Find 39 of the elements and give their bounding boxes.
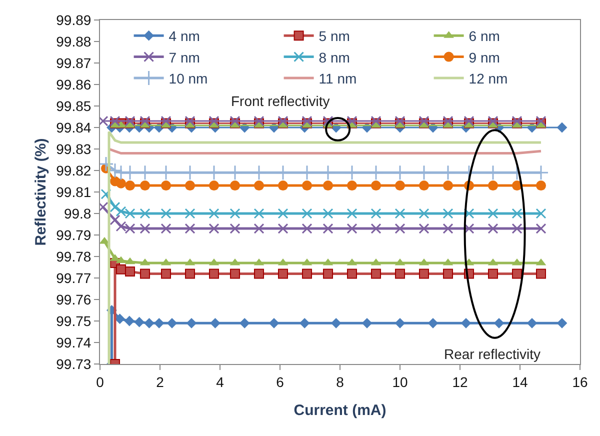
- legend-label: 11 nm: [318, 70, 357, 86]
- y-tick-label: 99.89: [56, 12, 92, 28]
- legend-label: 12 nm: [468, 70, 508, 86]
- y-tick-label: 99.86: [56, 76, 92, 92]
- x-tick-label: 8: [336, 374, 344, 390]
- x-tick-label: 4: [216, 374, 224, 390]
- legend-label: 10 nm: [168, 70, 208, 86]
- x-tick-label: 6: [276, 374, 284, 390]
- y-tick-label: 99.84: [56, 119, 92, 136]
- y-tick-label: 99.85: [56, 98, 92, 114]
- legend-label: 8 nm: [318, 49, 350, 66]
- y-tick-label: 99.74: [56, 334, 92, 350]
- legend-label: 7 nm: [168, 49, 200, 66]
- y-tick-label: 99.76: [56, 291, 92, 308]
- legend-label: 6 nm: [468, 28, 500, 44]
- x-tick-label: 0: [96, 374, 104, 390]
- y-tick-label: 99.82: [56, 162, 92, 178]
- y-axis-title: Reflectivity (%): [32, 138, 50, 246]
- legend-label: 4 nm: [168, 28, 200, 44]
- y-tick-label: 99.73: [56, 356, 92, 372]
- x-tick-label: 14: [512, 374, 528, 390]
- x-tick-label: 2: [156, 374, 164, 390]
- y-tick-label: 99.81: [56, 184, 92, 200]
- y-tick-label: 99.88: [56, 33, 92, 50]
- y-tick-label: 99.83: [56, 140, 92, 157]
- y-tick-label: 99.78: [56, 248, 92, 264]
- x-axis-title: Current (mA): [294, 402, 386, 419]
- x-tick-label: 16: [572, 374, 588, 390]
- y-tick-label: 99.75: [56, 312, 92, 329]
- y-tick-label: 99.8: [64, 205, 92, 222]
- legend-label: 9 nm: [468, 49, 500, 66]
- x-tick-label: 12: [452, 374, 468, 390]
- y-tick-label: 99.79: [56, 226, 92, 243]
- annotation: Front reflectivity: [231, 93, 330, 109]
- x-tick-label: 10: [392, 374, 408, 390]
- y-tick-label: 99.87: [56, 54, 92, 71]
- y-tick-label: 99.77: [56, 270, 92, 286]
- annotation: Rear reflectivity: [444, 346, 540, 362]
- legend-label: 5 nm: [318, 28, 350, 44]
